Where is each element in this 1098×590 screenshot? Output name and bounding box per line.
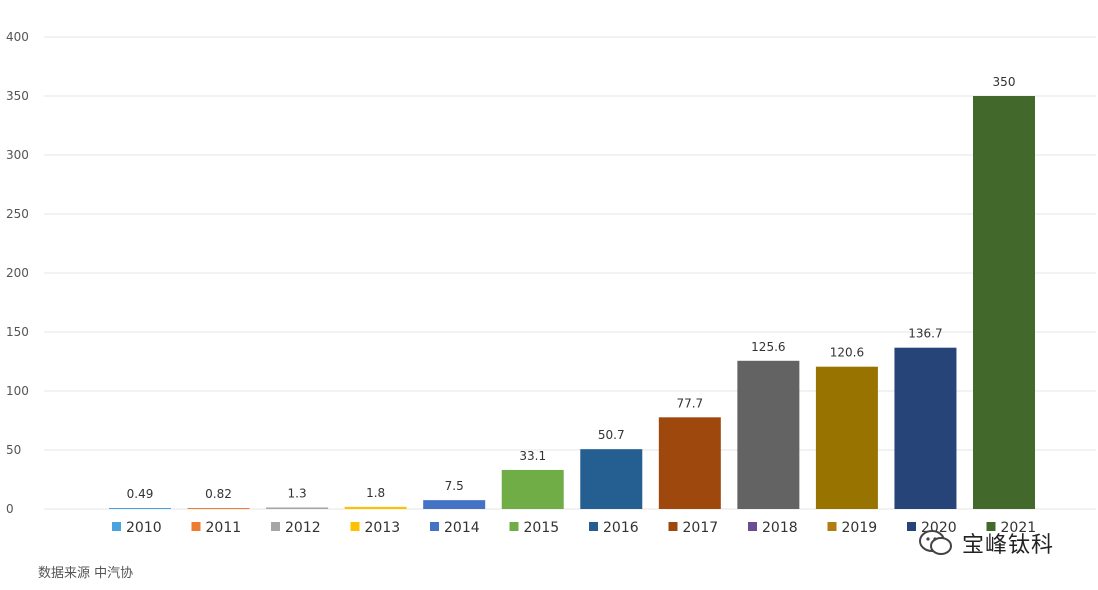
legend-swatch-2016 [589, 522, 598, 531]
data-labels: 0.49 0.82 1.3 1.8 7.5 33.1 50.7 77.7 125.6 120.6 1… [127, 75, 1016, 501]
data-label-2011: 0.82 [205, 487, 232, 501]
legend-label-2018: 2018 [762, 520, 798, 536]
legend-label-2015: 2015 [524, 520, 560, 536]
legend-swatch-2017 [668, 522, 678, 531]
bars [109, 96, 1035, 509]
data-label-2010: 0.49 [127, 487, 154, 501]
data-label-2015: 33.1 [519, 449, 546, 463]
legend-label-2010: 2010 [126, 520, 162, 536]
legend-swatch-2020 [907, 522, 916, 531]
legend-swatch-2010 [112, 522, 121, 531]
y-tick-label: 400 [6, 30, 29, 44]
bar-2010 [109, 508, 171, 509]
legend-swatch-2013 [350, 522, 360, 531]
bar-2015 [501, 469, 564, 509]
legend-swatch-2011 [191, 522, 201, 531]
bar-2014 [423, 500, 486, 509]
bar-2021 [973, 96, 1035, 509]
legend-swatch-2014 [430, 522, 439, 531]
data-label-2012: 1.3 [288, 486, 307, 500]
watermark: 宝峰钛科 [918, 527, 1054, 559]
legend-label-2017: 2017 [683, 520, 719, 536]
data-label-2018: 125.6 [751, 340, 785, 354]
legend-swatch-2015 [509, 522, 519, 531]
bar-2017 [658, 417, 721, 509]
legend-label-2012: 2012 [285, 520, 321, 536]
data-label-2017: 77.7 [676, 396, 703, 410]
bar-2013 [344, 506, 407, 509]
legend-label-2011: 2011 [206, 520, 242, 536]
legend-label-2013: 2013 [365, 520, 401, 536]
y-tick-label: 50 [6, 443, 21, 457]
bar-2020 [894, 347, 957, 509]
y-tick-label: 250 [6, 207, 29, 221]
bar-2018 [737, 360, 800, 509]
legend-label-2021: 2021 [1001, 520, 1037, 536]
data-label-2014: 7.5 [445, 479, 464, 493]
legend-label-2014: 2014 [444, 520, 480, 536]
data-label-2019: 120.6 [830, 346, 864, 360]
data-label-2021: 350 [993, 75, 1016, 89]
y-tick-label: 100 [6, 384, 29, 398]
legend-label-2019: 2019 [842, 520, 878, 536]
y-tick-label: 0 [6, 502, 14, 516]
data-label-2013: 1.8 [366, 486, 385, 500]
legend: 2010 2011 2012 2013 2014 2015 2016 2017 2018 2019… [112, 520, 1036, 536]
legend-swatch-2021 [986, 522, 996, 531]
bar-2016 [580, 449, 643, 509]
bar-2011 [187, 508, 250, 509]
bar-2012 [266, 507, 329, 509]
bar-2019 [815, 366, 878, 509]
legend-label-2016: 2016 [603, 520, 639, 536]
y-tick-label: 350 [6, 89, 29, 103]
y-tick-label: 300 [6, 148, 29, 162]
y-tick-label: 200 [6, 266, 29, 280]
data-label-2016: 50.7 [598, 428, 625, 442]
legend-swatch-2012 [271, 522, 280, 531]
watermark-text: 宝峰钛科 [962, 533, 1055, 558]
wechat-icon [919, 530, 952, 555]
data-source-note: 数据来源 中汽协 [38, 566, 134, 581]
data-label-2020: 136.7 [908, 327, 942, 341]
legend-swatch-2018 [748, 522, 757, 531]
y-tick-label: 150 [6, 325, 29, 339]
grid-lines [44, 36, 1096, 510]
legend-swatch-2019 [827, 522, 837, 531]
y-axis-ticks: 0 50 100 150 200 250 300 350 400 [6, 30, 29, 516]
